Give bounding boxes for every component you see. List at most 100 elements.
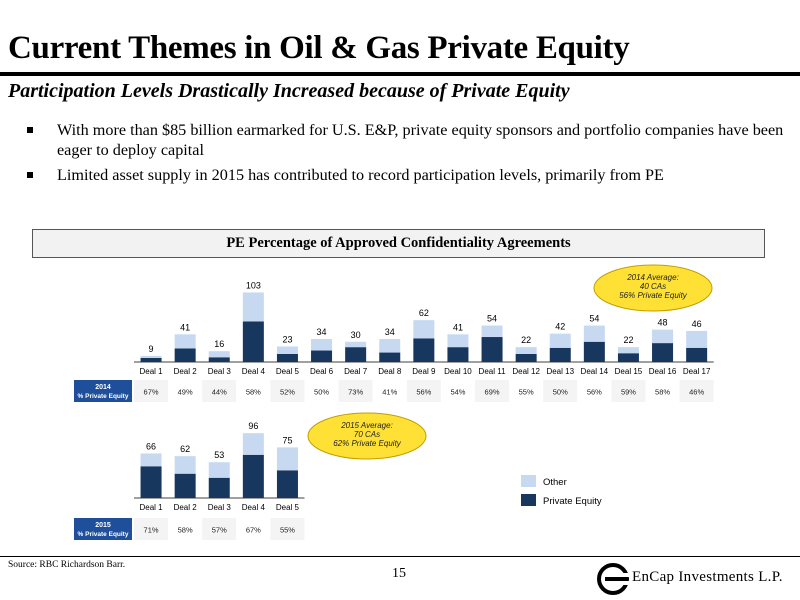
bar-other — [208, 462, 230, 478]
bar-private-equity — [379, 352, 401, 362]
data-label-total: 42 — [555, 322, 565, 332]
bar-other — [276, 447, 298, 471]
percent-row-value: 58% — [655, 388, 670, 397]
title-rule — [0, 72, 800, 76]
tick-label: Deal 5 — [276, 503, 300, 512]
tick-label: Deal 10 — [444, 367, 472, 376]
percent-row-cell — [543, 380, 578, 402]
percent-row-cell — [611, 380, 646, 402]
bar-private-equity — [174, 348, 196, 362]
bar-private-equity — [174, 473, 196, 498]
bar-other — [583, 325, 605, 342]
data-label-total: 9 — [149, 344, 154, 354]
tick-label: Deal 12 — [512, 367, 540, 376]
bullet-text: With more than $85 billion earmarked for… — [57, 121, 784, 159]
percent-row-cell — [304, 380, 339, 402]
legend-swatch — [521, 494, 536, 506]
bar-other — [617, 347, 639, 354]
percent-row-cell — [236, 380, 271, 402]
bar-other — [276, 346, 298, 354]
bar-other — [242, 292, 264, 322]
callout-text: 2014 Average: — [626, 273, 679, 282]
tick-label: Deal 2 — [174, 503, 198, 512]
bullet-list: With more than $85 billion earmarked for… — [25, 120, 795, 190]
page-number: 15 — [392, 566, 406, 581]
square-bullet-icon — [27, 127, 33, 133]
tick-label: Deal 1 — [139, 367, 163, 376]
encap-logo: EnCap Investments L.P. — [596, 562, 800, 596]
data-label-total: 30 — [351, 330, 361, 340]
percent-row-value: 50% — [553, 388, 568, 397]
bar-other — [174, 456, 196, 474]
tick-label: Deal 17 — [683, 367, 711, 376]
page-subtitle: Participation Levels Drastically Increas… — [8, 80, 570, 102]
tick-label: Deal 1 — [139, 503, 163, 512]
bar-other — [311, 339, 333, 351]
tick-label: Deal 2 — [174, 367, 198, 376]
data-label-total: 103 — [246, 280, 261, 290]
source-note: Source: RBC Richardson Barr. — [8, 560, 126, 570]
bullet-item: Limited asset supply in 2015 has contrib… — [25, 165, 795, 185]
bar-other — [549, 333, 571, 348]
percent-row-cell — [270, 518, 305, 540]
bar-other — [413, 320, 435, 339]
bar-private-equity — [617, 353, 639, 362]
encap-logo-icon — [597, 563, 630, 595]
percent-row-value: 59% — [621, 388, 636, 397]
bar-private-equity — [276, 353, 298, 362]
percent-row-value: 55% — [280, 526, 295, 535]
bar-other — [379, 339, 401, 353]
percent-row-value: 58% — [178, 526, 193, 535]
bar-private-equity — [583, 341, 605, 362]
callout-text: 56% Private Equity — [619, 291, 688, 300]
bar-private-equity — [242, 454, 264, 498]
data-label-total: 48 — [658, 318, 668, 328]
legend-label: Private Equity — [543, 496, 602, 507]
data-label-total: 41 — [453, 322, 463, 332]
bar-private-equity — [686, 347, 708, 362]
percent-row-value: 73% — [348, 388, 363, 397]
data-label-total: 62 — [180, 444, 190, 454]
bar-private-equity — [208, 477, 230, 498]
data-label-total: 23 — [282, 334, 292, 344]
percent-row-value: 69% — [485, 388, 500, 397]
logo-text: EnCap Investments L.P. — [632, 569, 783, 585]
percent-row-cell — [645, 380, 680, 402]
footer-rule — [0, 556, 800, 557]
callout-text: 2015 Average: — [340, 421, 393, 430]
bar-private-equity — [549, 347, 571, 362]
percent-row-cell — [202, 518, 237, 540]
bar-other — [447, 334, 469, 348]
percent-row-cell — [134, 380, 169, 402]
percent-row-value: 41% — [382, 388, 397, 397]
data-label-total: 62 — [419, 308, 429, 318]
tick-label: Deal 6 — [310, 367, 334, 376]
bar-private-equity — [276, 470, 298, 498]
bar-other — [140, 453, 162, 467]
bar-private-equity — [311, 350, 333, 362]
tick-label: Deal 5 — [276, 367, 300, 376]
tick-label: Deal 14 — [581, 367, 609, 376]
tick-label: Deal 13 — [546, 367, 574, 376]
percent-row-value: 58% — [246, 388, 261, 397]
tick-label: Deal 8 — [378, 367, 402, 376]
page-title: Current Themes in Oil & Gas Private Equi… — [8, 30, 630, 66]
percent-row-value: 54% — [450, 388, 465, 397]
bar-private-equity — [345, 347, 367, 362]
data-label-total: 34 — [317, 327, 327, 337]
percent-row-value: 50% — [314, 388, 329, 397]
bar-other — [652, 329, 674, 344]
callout-text: 70 CAs — [354, 430, 380, 439]
percent-row-cell — [475, 380, 510, 402]
percent-row-value: 52% — [280, 388, 295, 397]
tick-label: Deal 9 — [412, 367, 436, 376]
percent-row-value: 49% — [178, 388, 193, 397]
bullet-item: With more than $85 billion earmarked for… — [25, 120, 795, 160]
data-label-total: 22 — [521, 335, 531, 345]
data-label-total: 66 — [146, 441, 156, 451]
tick-label: Deal 4 — [242, 503, 266, 512]
percent-row-caption: % Private Equity — [78, 531, 129, 538]
percent-row-value: 46% — [689, 388, 704, 397]
percent-row-value: 67% — [144, 388, 159, 397]
data-label-total: 96 — [248, 421, 258, 431]
